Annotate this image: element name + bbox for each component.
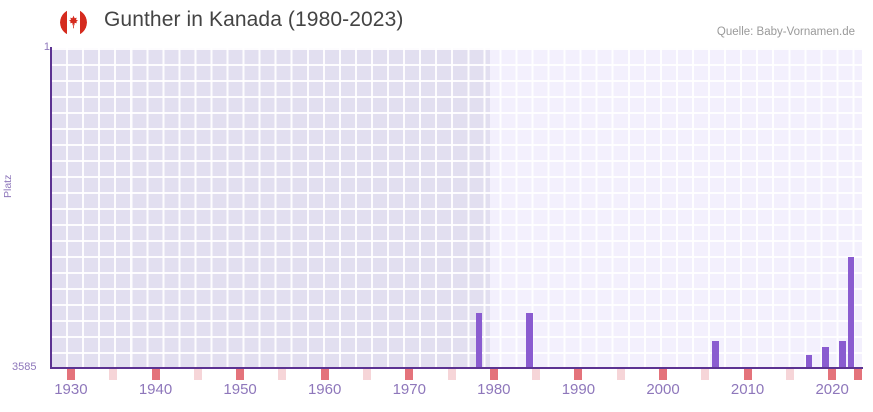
x-axis-tick-major xyxy=(151,369,160,380)
x-axis-tick-label: 1970 xyxy=(392,381,426,398)
x-axis-tick-label: 2000 xyxy=(646,381,680,398)
x-axis-tick-major xyxy=(66,369,75,380)
bar xyxy=(805,354,813,368)
x-axis-tick-major xyxy=(574,369,583,380)
bar xyxy=(847,257,855,368)
bar xyxy=(712,340,720,368)
page-title: Gunther in Kanada (1980-2023) xyxy=(104,8,404,31)
x-axis-tick-minor xyxy=(616,369,625,380)
x-axis-tick-label: 2020 xyxy=(815,381,849,398)
bar xyxy=(526,312,533,368)
y-axis-tick-bottom: 3585 xyxy=(12,361,37,373)
highlight-band xyxy=(489,48,862,368)
x-axis-tick-minor xyxy=(193,369,202,380)
x-axis-tick-major xyxy=(489,369,498,380)
x-axis-tick-minor xyxy=(447,369,456,380)
x-axis-tick-major xyxy=(828,369,837,380)
x-axis-tick-label: 1980 xyxy=(477,381,511,398)
x-axis-tick-label: 1930 xyxy=(54,381,88,398)
y-axis-title: Platz xyxy=(2,174,14,198)
x-axis-tick-minor xyxy=(785,369,794,380)
bar xyxy=(822,346,830,368)
x-axis-tick-minor xyxy=(362,369,371,380)
canada-flag-circle-icon xyxy=(60,9,87,36)
x-axis-tick-major xyxy=(405,369,414,380)
x-axis-tick-minor xyxy=(701,369,710,380)
x-axis-tick-minor xyxy=(109,369,118,380)
y-axis-tick-top: 1 xyxy=(43,41,50,53)
x-axis-line xyxy=(50,367,863,369)
bar xyxy=(475,312,483,368)
x-axis-tick-end xyxy=(854,369,862,380)
x-axis-tick-label: 1950 xyxy=(223,381,257,398)
x-axis-tick-major xyxy=(320,369,329,380)
x-axis-tick-minor xyxy=(278,369,287,380)
x-axis-tick-major xyxy=(236,369,245,380)
source-label: Quelle: Baby-Vornamen.de xyxy=(716,26,855,38)
chart-header: Gunther in Kanada (1980-2023) Quelle: Ba… xyxy=(0,0,873,44)
bar xyxy=(839,340,846,368)
x-axis-tick-major xyxy=(659,369,667,380)
x-axis-tick-label: 1990 xyxy=(561,381,596,398)
y-axis-line xyxy=(50,47,52,369)
x-axis-tick-label: 2010 xyxy=(730,381,765,398)
x-axis-tick-label: 1960 xyxy=(307,381,342,398)
x-axis-tick-major xyxy=(743,369,752,380)
plot-area xyxy=(50,48,862,368)
x-axis-tick-label: 1940 xyxy=(138,381,173,398)
x-axis-tick-minor xyxy=(532,369,541,380)
